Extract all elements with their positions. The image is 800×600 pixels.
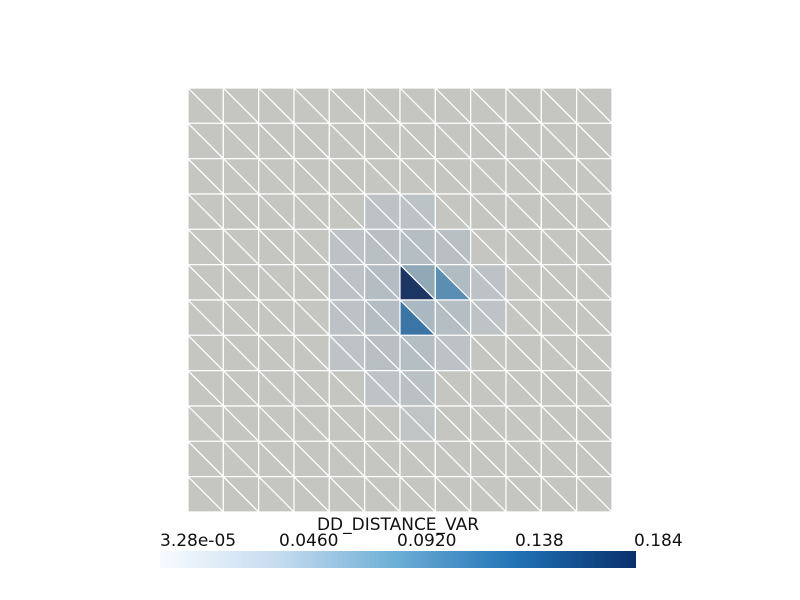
mesh-triangle [258,476,295,513]
mesh-triangle [470,476,507,513]
mesh-triangle [328,476,366,513]
scalar-bar-tick-4: 0.184 [634,531,683,551]
scalar-bar-tick-0: 3.28e-05 [160,531,237,551]
mesh-triangle [187,476,224,513]
mesh-triangle [293,476,330,513]
scalar-bar-tick-1: 0.0460 [279,531,339,551]
scalar-bar-tick-3: 0.138 [515,531,564,551]
scalar-bar-gradient [160,551,636,568]
mesh-triangle [540,476,578,513]
mesh-triangle [505,476,542,513]
scalar-bar-title: DD_DISTANCE_VAR [316,515,480,535]
scalar-bar-tick-2: 0.0920 [397,531,457,551]
mesh-triangle [434,476,472,513]
mesh-triangle [576,476,613,513]
mesh-triangle [364,476,401,513]
mesh-triangle [222,476,260,513]
mesh-triangle [399,476,436,513]
